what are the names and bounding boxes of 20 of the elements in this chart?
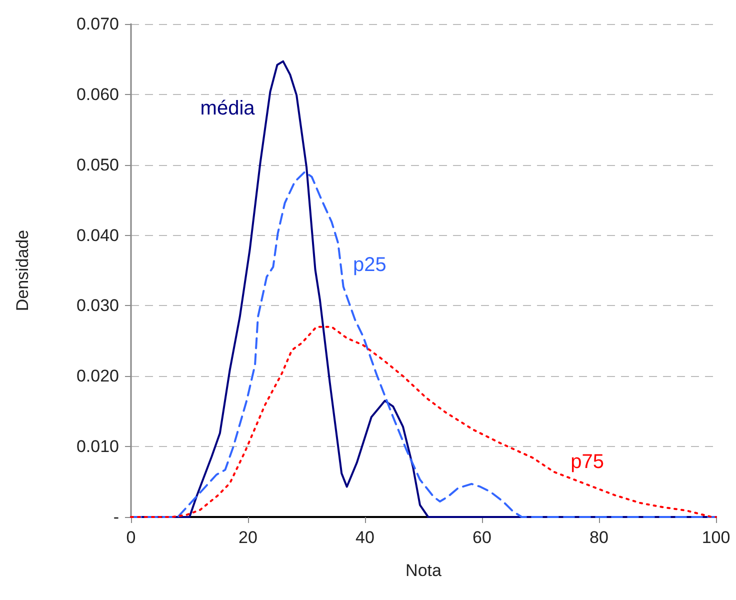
series-label: p25	[352, 254, 386, 276]
x-tick-label: 100	[702, 528, 730, 547]
series-label: média	[200, 98, 256, 120]
series-label: p75	[570, 451, 604, 474]
y-tick-label: 0.010	[76, 437, 119, 456]
line-series	[130, 326, 717, 518]
x-tick-label: 60	[472, 528, 492, 547]
y-tick-label: 0.020	[76, 366, 119, 386]
x-axis-title: Nota	[406, 561, 442, 580]
y-tick-label: 0.070	[76, 14, 119, 34]
x-tick-label: 80	[590, 528, 608, 547]
y-tick-label: -	[113, 508, 119, 526]
x-tick-label: 40	[356, 528, 374, 547]
x-tick-label: 0	[126, 528, 136, 547]
y-tick-label: 0.030	[76, 296, 119, 316]
y-tick-label: 0.040	[76, 226, 119, 245]
y-tick-label: 0.060	[76, 84, 119, 104]
y-axis-title: Densidade	[13, 230, 32, 312]
x-tick-label: 20	[238, 528, 258, 547]
y-tick-label: 0.050	[76, 155, 119, 174]
